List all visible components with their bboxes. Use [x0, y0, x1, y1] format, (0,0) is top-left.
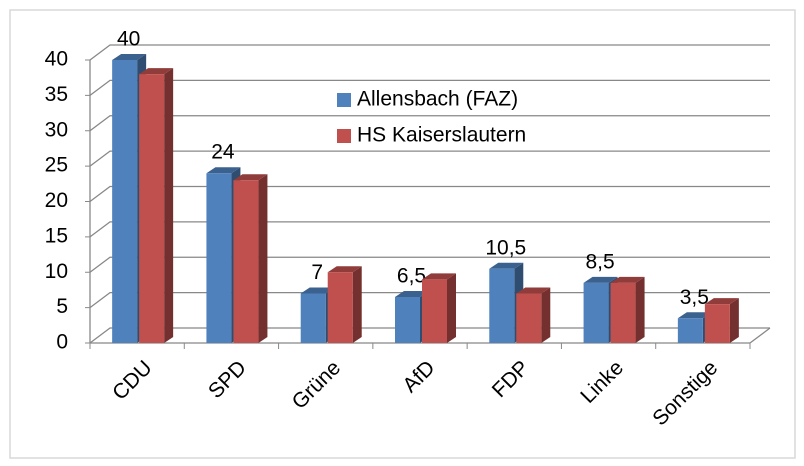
bar-face — [541, 287, 551, 343]
bar-face — [327, 272, 353, 343]
bar — [233, 174, 268, 343]
y-tick-label: 25 — [45, 154, 68, 177]
y-tick-label: 20 — [45, 189, 68, 212]
bar-face — [258, 174, 268, 343]
bar — [422, 273, 456, 343]
y-tick-label: 0 — [56, 331, 68, 354]
legend-swatch — [337, 129, 351, 143]
bar-face — [610, 282, 636, 343]
bar-face — [139, 74, 165, 344]
bar-face — [395, 291, 429, 298]
grid-line — [89, 44, 770, 61]
data-label: 8,5 — [585, 250, 614, 273]
bar-face — [677, 318, 703, 343]
bar-face — [516, 287, 551, 294]
grid-line — [89, 221, 770, 238]
bar-face — [583, 282, 609, 343]
bar — [610, 276, 645, 343]
bar-face — [677, 312, 712, 319]
data-label: 3,5 — [680, 286, 709, 309]
bar-face — [352, 266, 362, 343]
bar — [704, 298, 739, 343]
y-tick-label: 5 — [56, 295, 68, 318]
bar-face — [395, 297, 420, 343]
bar-face — [422, 279, 447, 343]
bar-face — [164, 68, 174, 344]
bar-face — [206, 173, 232, 343]
y-tick-label: 10 — [45, 260, 68, 283]
grid-line — [89, 185, 770, 203]
grid-line — [89, 115, 770, 132]
y-tick-label: 35 — [45, 83, 68, 106]
grid-line — [89, 256, 770, 273]
bar-face — [489, 262, 524, 269]
legend-swatch — [337, 93, 351, 107]
y-tick-label: 30 — [45, 118, 68, 141]
bar-face — [447, 273, 456, 343]
grid-line — [89, 79, 770, 96]
legend-label: HS Kaiserslautern — [357, 124, 526, 147]
data-label: 6,5 — [397, 265, 426, 288]
bar-face — [233, 174, 268, 181]
bar-face — [206, 167, 241, 174]
bar-face — [704, 298, 739, 305]
bar-face — [233, 180, 259, 343]
bar-face — [112, 54, 147, 60]
bar-face — [112, 60, 138, 343]
y-tick-label: 40 — [45, 48, 68, 71]
bar-face — [635, 276, 645, 343]
bar-face — [704, 304, 730, 343]
bar — [139, 68, 174, 344]
bar-face — [300, 287, 335, 294]
y-tick-label: 15 — [45, 224, 68, 247]
bar-face — [729, 298, 739, 343]
bar-face — [327, 266, 362, 273]
grid-line — [89, 150, 770, 167]
bar-face — [422, 273, 456, 280]
data-label: 40 — [117, 28, 140, 51]
data-label: 10,5 — [485, 236, 526, 259]
data-label: 24 — [211, 141, 235, 164]
bar-face — [583, 276, 618, 283]
bar-face — [300, 293, 326, 343]
bar — [327, 266, 362, 343]
bar-face — [139, 68, 174, 75]
bar — [516, 287, 551, 343]
data-label: 7 — [311, 261, 323, 284]
legend-label: Allensbach (FAZ) — [357, 88, 518, 111]
bar-face — [610, 276, 645, 283]
bar-face — [516, 293, 542, 343]
bar-face — [489, 268, 515, 343]
